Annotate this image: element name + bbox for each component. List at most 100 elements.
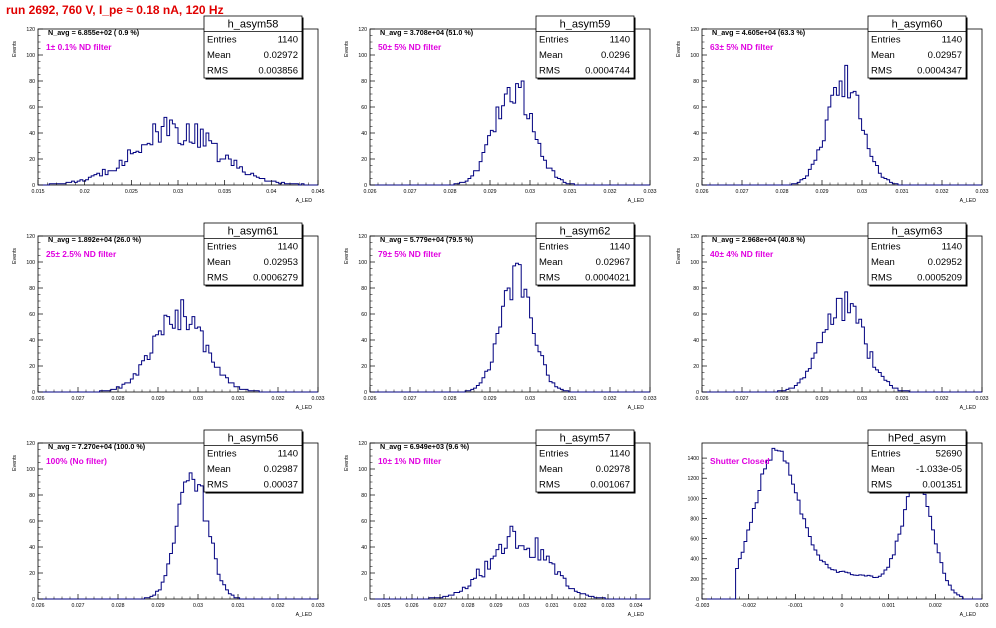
histogram-bin <box>518 546 521 599</box>
histogram-bin <box>876 577 879 599</box>
y-axis: 0 20 40 60 80 100 120 Events <box>344 27 375 189</box>
histogram-bin <box>848 98 851 185</box>
x-tick-label: 0.028 <box>462 603 475 609</box>
histogram-bin <box>521 546 524 599</box>
x-axis: 0.026 0.027 0.028 0.029 0.03 0.031 0.032 0.033 A… <box>364 387 657 411</box>
y-tick-label: 120 <box>358 441 367 447</box>
histogram-bin <box>828 568 831 599</box>
histogram-name: h_asym57 <box>560 433 611 445</box>
histogram-bin <box>122 166 125 186</box>
n-avg-label: N_avg = 4.605e+04 (63.3 %) <box>712 28 806 37</box>
histogram-bin <box>786 463 789 599</box>
histogram-bin <box>814 353 817 392</box>
y-tick-label: 400 <box>690 557 699 563</box>
y-axis-label: Events <box>344 455 350 471</box>
histogram-panel-h_asym61: 0.026 0.027 0.028 0.029 0.03 0.031 0.032 0.033 A… <box>12 222 325 411</box>
histogram-bin <box>209 537 212 599</box>
stats-key: RMS <box>539 66 560 77</box>
histogram-bin <box>136 375 139 392</box>
stats-value: 0.003856 <box>258 66 298 77</box>
histogram-bin <box>881 574 884 599</box>
histogram-bin <box>234 387 237 392</box>
histogram-bin <box>797 500 800 599</box>
y-tick-label: 0 <box>696 597 699 603</box>
stats-key: RMS <box>539 480 560 491</box>
histogram-bin <box>926 507 929 599</box>
histogram-bin <box>876 370 879 392</box>
histogram-name: h_asym60 <box>892 19 943 31</box>
stats-key: Entries <box>539 35 569 46</box>
histogram-bin <box>912 492 915 599</box>
histogram-bin <box>499 327 502 392</box>
x-tick-label: 0.045 <box>312 189 325 195</box>
x-tick-label: 0.033 <box>312 603 325 609</box>
x-tick-label: 0.002 <box>929 603 942 609</box>
x-axis: -0.003 -0.002 -0.001 0 0.001 0.002 0.003 A_LED <box>695 594 989 618</box>
x-tick-label: 0.03 <box>173 189 183 195</box>
filter-label: 25± 2.5% ND filter <box>46 249 117 259</box>
histogram-bin <box>853 575 856 599</box>
y-tick-label: 60 <box>693 105 699 111</box>
histogram-bin <box>220 159 223 185</box>
y-tick-label: 20 <box>361 157 367 163</box>
histogram-bin <box>172 124 175 185</box>
histogram-bin <box>825 564 828 599</box>
x-tick-label: 0.003 <box>976 603 989 609</box>
histogram-bin <box>862 575 865 599</box>
histogram-bin <box>209 141 212 185</box>
histogram-bin <box>186 481 189 599</box>
histogram-bin <box>147 360 150 393</box>
histogram-bin <box>516 263 519 392</box>
histogram-bin <box>580 594 583 599</box>
y-tick-label: 1000 <box>687 496 699 502</box>
filter-label: Shutter Closed <box>710 456 770 466</box>
histogram-name: h_asym63 <box>892 226 943 238</box>
histogram-bin <box>114 171 117 185</box>
stats-key: Entries <box>207 35 237 46</box>
x-tick-label: 0.032 <box>272 603 285 609</box>
y-tick-label: 60 <box>693 312 699 318</box>
histogram-bin <box>898 534 901 599</box>
x-tick-label: 0.029 <box>152 396 165 402</box>
histogram-bin <box>465 589 468 599</box>
y-tick-label: 20 <box>693 157 699 163</box>
histogram-bin <box>457 593 460 600</box>
histogram-bin <box>842 571 845 599</box>
histogram-name: h_asym59 <box>560 19 611 31</box>
histogram-bin <box>156 335 159 392</box>
histogram-outline <box>370 262 650 393</box>
stats-box: h_asym58 Entries 1140 Mean 0.02972 RMS 0.00385… <box>203 15 304 80</box>
histogram-bin <box>142 361 145 392</box>
stats-key: Entries <box>207 449 237 460</box>
histogram-bin <box>259 179 262 186</box>
histogram-bin <box>488 569 491 599</box>
stats-value: 1140 <box>942 242 962 253</box>
filter-label: 1± 0.1% ND filter <box>46 42 112 52</box>
histogram-bin <box>569 589 572 599</box>
stats-box: hPed_asym Entries 52690 Mean -1.033e-05 RMS 0.… <box>867 429 968 494</box>
x-tick-label: 0.029 <box>484 396 497 402</box>
stats-key: RMS <box>871 480 892 491</box>
histogram-outline <box>370 80 650 186</box>
histogram-bin <box>189 142 192 185</box>
n-avg-label: N_avg = 1.892e+04 (26.0 %) <box>48 235 142 244</box>
histogram-bin <box>203 521 206 599</box>
histogram-bin <box>820 147 823 185</box>
histogram-bin <box>214 367 217 392</box>
stats-key: Entries <box>871 242 901 253</box>
histogram-bin <box>772 448 775 599</box>
histogram-bin <box>792 388 795 392</box>
histogram-bin <box>231 166 234 186</box>
histogram-panel-h_asym59: 0.026 0.027 0.028 0.029 0.03 0.031 0.032 0.033 A… <box>344 15 657 204</box>
stats-value: 0.00037 <box>264 480 298 491</box>
x-tick-label: 0.026 <box>696 396 709 402</box>
histogram-bin <box>892 555 895 599</box>
histogram-bin <box>212 143 215 185</box>
histogram-bins <box>429 526 605 599</box>
x-axis: 0.026 0.027 0.028 0.029 0.03 0.031 0.032 0.033 A… <box>696 387 989 411</box>
stats-value: 0.001351 <box>922 480 962 491</box>
y-tick-label: 40 <box>361 545 367 551</box>
histogram-bin <box>761 474 764 599</box>
histogram-bin <box>878 576 881 599</box>
y-axis-label: Events <box>344 248 350 264</box>
